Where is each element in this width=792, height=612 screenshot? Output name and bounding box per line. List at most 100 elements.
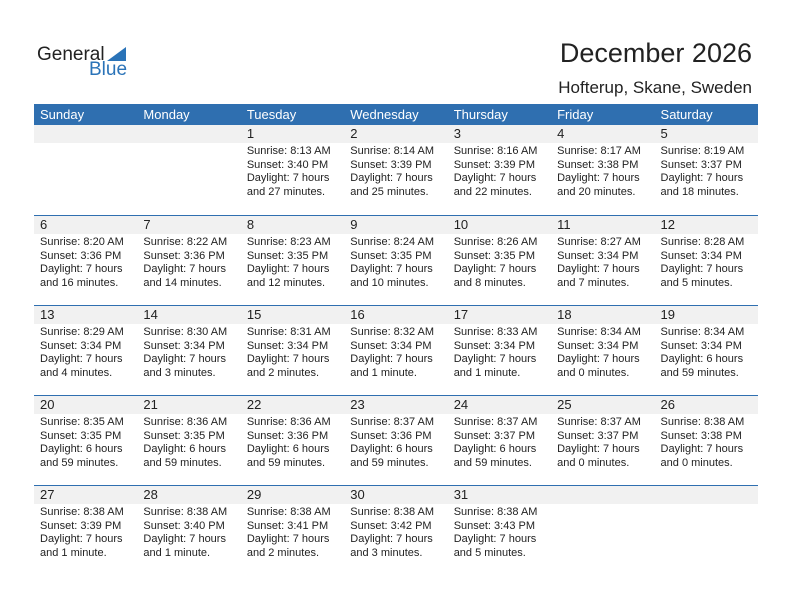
daylight-minutes-text: and 14 minutes.: [143, 276, 222, 289]
day-info: Sunrise: 8:38 AM Sunset: 3:43 PM Daylight:…: [448, 504, 551, 560]
sunset-text: Sunset: 3:34 PM: [557, 249, 639, 262]
sunrise-text: Sunrise: 8:38 AM: [453, 506, 538, 518]
week-row: 27 Sunrise: 8:38 AM Sunset: 3:39 PM Dayligh…: [34, 485, 758, 575]
daylight-text: Daylight: 6 hours: [453, 443, 537, 455]
day-info: Sunrise: 8:29 AM Sunset: 3:34 PM Daylight:…: [34, 324, 137, 380]
sunset-text: Sunset: 3:40 PM: [246, 158, 329, 171]
day-cell: [137, 125, 241, 215]
daylight-text: Daylight: 7 hours: [143, 263, 226, 275]
day-cell: 8 Sunrise: 8:23 AM Sunset: 3:35 PM Daylight…: [240, 216, 345, 305]
sunset-text: Sunset: 3:34 PM: [143, 339, 225, 352]
day-number: 6: [34, 216, 138, 234]
day-number: 15: [240, 306, 345, 324]
sunset-text: Sunset: 3:35 PM: [246, 249, 329, 262]
sunrise-text: Sunrise: 8:16 AM: [453, 145, 538, 157]
sunset-text: Sunset: 3:34 PM: [660, 339, 742, 352]
daylight-text: Daylight: 6 hours: [350, 443, 433, 455]
sunrise-text: Sunrise: 8:20 AM: [40, 236, 124, 248]
sunset-text: Sunset: 3:36 PM: [246, 429, 329, 442]
day-cell: [654, 486, 758, 575]
day-number: 13: [34, 306, 138, 324]
daylight-minutes-text: and 59 minutes.: [246, 456, 326, 469]
sunrise-text: Sunrise: 8:33 AM: [453, 326, 538, 338]
day-number: 29: [240, 486, 345, 504]
daylight-text: Daylight: 7 hours: [40, 533, 123, 545]
day-info: Sunrise: 8:30 AM Sunset: 3:34 PM Daylight:…: [137, 324, 240, 380]
sunset-text: Sunset: 3:36 PM: [143, 249, 225, 262]
day-number: 22: [240, 396, 345, 414]
sunset-text: Sunset: 3:40 PM: [143, 519, 225, 532]
daylight-minutes-text: and 7 minutes.: [557, 276, 630, 289]
sunset-text: Sunset: 3:37 PM: [453, 429, 536, 442]
day-cell: 22 Sunrise: 8:36 AM Sunset: 3:36 PM Dayligh…: [240, 396, 345, 485]
day-info: Sunrise: 8:26 AM Sunset: 3:35 PM Daylight:…: [448, 234, 551, 290]
day-info: Sunrise: 8:22 AM Sunset: 3:36 PM Daylight:…: [137, 234, 240, 290]
sunset-text: Sunset: 3:43 PM: [453, 519, 536, 532]
day-cell: 10 Sunrise: 8:26 AM Sunset: 3:35 PM Dayligh…: [447, 216, 552, 305]
day-cell: 16 Sunrise: 8:32 AM Sunset: 3:34 PM Dayligh…: [344, 306, 448, 395]
daylight-minutes-text: and 2 minutes.: [246, 546, 319, 559]
day-info: Sunrise: 8:38 AM Sunset: 3:42 PM Daylight:…: [344, 504, 447, 560]
daylight-text: Daylight: 7 hours: [557, 172, 640, 184]
logo: General Blue: [37, 44, 132, 82]
daylight-text: Daylight: 7 hours: [453, 353, 537, 365]
day-number: 28: [137, 486, 241, 504]
day-number: 23: [344, 396, 448, 414]
day-info: Sunrise: 8:38 AM Sunset: 3:38 PM Daylight:…: [655, 414, 758, 470]
day-cell: 2 Sunrise: 8:14 AM Sunset: 3:39 PM Daylight…: [344, 125, 448, 215]
day-info: Sunrise: 8:32 AM Sunset: 3:34 PM Daylight:…: [344, 324, 447, 380]
daylight-minutes-text: and 3 minutes.: [143, 366, 216, 379]
sunset-text: Sunset: 3:35 PM: [40, 429, 122, 442]
day-cell: 5 Sunrise: 8:19 AM Sunset: 3:37 PM Daylight…: [654, 125, 758, 215]
daylight-text: Daylight: 7 hours: [246, 172, 330, 184]
day-cell: 7 Sunrise: 8:22 AM Sunset: 3:36 PM Daylight…: [137, 216, 241, 305]
daylight-minutes-text: and 0 minutes.: [557, 456, 630, 469]
sunset-text: Sunset: 3:34 PM: [246, 339, 329, 352]
day-cell: [34, 125, 138, 215]
day-cell: 13 Sunrise: 8:29 AM Sunset: 3:34 PM Dayligh…: [34, 306, 138, 395]
day-info: Sunrise: 8:36 AM Sunset: 3:35 PM Daylight:…: [137, 414, 240, 470]
sunset-text: Sunset: 3:34 PM: [40, 339, 122, 352]
sunrise-text: Sunrise: 8:37 AM: [453, 416, 538, 428]
day-number: 3: [447, 125, 552, 143]
weekday-thursday: Thursday: [453, 107, 508, 122]
sunset-text: Sunset: 3:34 PM: [350, 339, 432, 352]
daylight-text: Daylight: 7 hours: [350, 533, 433, 545]
sunrise-text: Sunrise: 8:29 AM: [40, 326, 124, 338]
daylight-minutes-text: and 59 minutes.: [453, 456, 532, 469]
weekday-header: Sunday Monday Tuesday Wednesday Thursday Frid…: [34, 104, 758, 125]
sunrise-text: Sunrise: 8:19 AM: [660, 145, 745, 157]
sunset-text: Sunset: 3:35 PM: [453, 249, 536, 262]
sunset-text: Sunset: 3:38 PM: [660, 429, 742, 442]
day-number: 26: [654, 396, 758, 414]
sunrise-text: Sunrise: 8:35 AM: [40, 416, 124, 428]
day-number: [551, 486, 655, 504]
sunrise-text: Sunrise: 8:38 AM: [40, 506, 124, 518]
sunrise-text: Sunrise: 8:34 AM: [557, 326, 641, 338]
day-info: Sunrise: 8:16 AM Sunset: 3:39 PM Daylight:…: [448, 143, 551, 199]
day-number: 4: [551, 125, 655, 143]
day-info: Sunrise: 8:38 AM Sunset: 3:40 PM Daylight:…: [137, 504, 240, 560]
day-cell: 30 Sunrise: 8:38 AM Sunset: 3:42 PM Dayligh…: [344, 486, 448, 575]
day-cell: 19 Sunrise: 8:34 AM Sunset: 3:34 PM Dayligh…: [654, 306, 758, 395]
daylight-minutes-text: and 59 minutes.: [143, 456, 222, 469]
sunrise-text: Sunrise: 8:28 AM: [660, 236, 745, 248]
day-cell: 3 Sunrise: 8:16 AM Sunset: 3:39 PM Daylight…: [447, 125, 552, 215]
day-cell: 17 Sunrise: 8:33 AM Sunset: 3:34 PM Dayligh…: [447, 306, 552, 395]
day-number: 18: [551, 306, 655, 324]
daylight-minutes-text: and 25 minutes.: [350, 185, 429, 198]
day-info: Sunrise: 8:38 AM Sunset: 3:39 PM Daylight:…: [34, 504, 137, 560]
day-cell: 9 Sunrise: 8:24 AM Sunset: 3:35 PM Daylight…: [344, 216, 448, 305]
daylight-text: Daylight: 6 hours: [143, 443, 226, 455]
day-info: Sunrise: 8:33 AM Sunset: 3:34 PM Daylight:…: [448, 324, 551, 380]
daylight-text: Daylight: 7 hours: [557, 353, 640, 365]
day-cell: 21 Sunrise: 8:36 AM Sunset: 3:35 PM Dayligh…: [137, 396, 241, 485]
day-info: Sunrise: 8:14 AM Sunset: 3:39 PM Daylight:…: [344, 143, 447, 199]
daylight-text: Daylight: 7 hours: [660, 172, 744, 184]
daylight-text: Daylight: 7 hours: [350, 353, 433, 365]
daylight-minutes-text: and 27 minutes.: [246, 185, 326, 198]
sunset-text: Sunset: 3:35 PM: [350, 249, 432, 262]
day-cell: 20 Sunrise: 8:35 AM Sunset: 3:35 PM Dayligh…: [34, 396, 138, 485]
sunrise-text: Sunrise: 8:24 AM: [350, 236, 435, 248]
daylight-text: Daylight: 7 hours: [453, 533, 537, 545]
